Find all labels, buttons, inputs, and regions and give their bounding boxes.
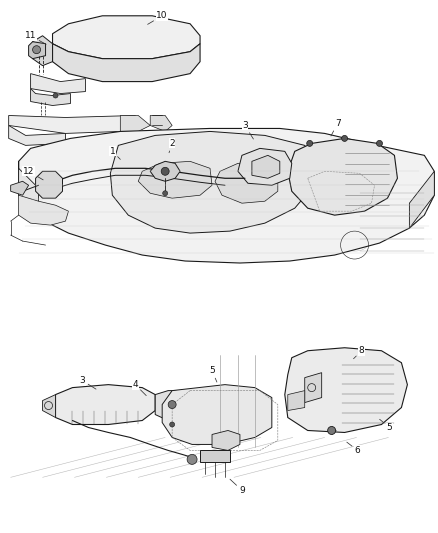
Polygon shape	[215, 163, 278, 203]
Polygon shape	[410, 171, 434, 228]
Polygon shape	[53, 44, 200, 82]
Polygon shape	[120, 116, 150, 132]
Polygon shape	[9, 125, 66, 146]
Text: 1: 1	[110, 147, 120, 159]
Text: 5: 5	[380, 419, 392, 432]
Circle shape	[162, 191, 168, 196]
Circle shape	[53, 93, 58, 98]
Polygon shape	[150, 161, 180, 181]
Text: 7: 7	[331, 119, 340, 136]
Text: 10: 10	[148, 11, 168, 25]
Polygon shape	[288, 139, 397, 215]
Text: 6: 6	[347, 442, 360, 455]
Circle shape	[32, 46, 41, 54]
Polygon shape	[19, 128, 434, 263]
Text: 2: 2	[169, 139, 175, 153]
Polygon shape	[155, 391, 190, 421]
Text: 3: 3	[242, 121, 254, 139]
Circle shape	[168, 401, 176, 409]
Polygon shape	[238, 148, 292, 185]
Polygon shape	[56, 385, 155, 424]
Circle shape	[187, 455, 197, 464]
Text: 4: 4	[132, 380, 146, 395]
Polygon shape	[32, 36, 53, 66]
Polygon shape	[19, 195, 68, 225]
Polygon shape	[28, 42, 46, 59]
Text: 11: 11	[25, 31, 46, 44]
Circle shape	[307, 140, 313, 147]
Polygon shape	[11, 181, 28, 195]
Polygon shape	[35, 171, 63, 198]
Polygon shape	[288, 391, 305, 410]
Text: 12: 12	[23, 167, 43, 180]
Circle shape	[342, 135, 348, 141]
Polygon shape	[252, 155, 280, 178]
Polygon shape	[31, 74, 85, 94]
Polygon shape	[212, 431, 240, 450]
Text: 9: 9	[230, 479, 245, 495]
Text: 3: 3	[80, 376, 96, 389]
Circle shape	[377, 140, 382, 147]
Polygon shape	[42, 394, 56, 417]
Text: 5: 5	[209, 366, 217, 382]
Circle shape	[161, 167, 169, 175]
Polygon shape	[200, 450, 230, 462]
Text: 8: 8	[353, 346, 364, 359]
Polygon shape	[138, 161, 212, 198]
Circle shape	[328, 426, 336, 434]
Polygon shape	[162, 385, 272, 445]
Polygon shape	[285, 348, 407, 432]
Polygon shape	[305, 373, 321, 402]
Polygon shape	[110, 132, 314, 233]
Polygon shape	[31, 88, 71, 106]
Polygon shape	[53, 16, 200, 59]
Polygon shape	[150, 116, 172, 132]
Polygon shape	[19, 161, 39, 218]
Polygon shape	[9, 116, 135, 133]
Circle shape	[170, 422, 175, 427]
